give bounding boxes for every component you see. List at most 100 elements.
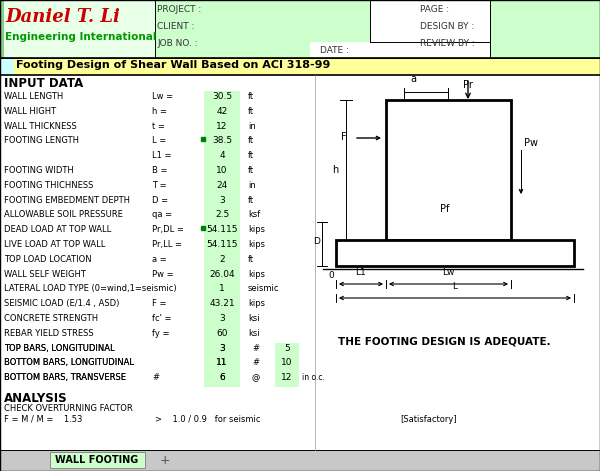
Text: +: +	[160, 454, 170, 466]
Text: [Satisfactory]: [Satisfactory]	[400, 415, 457, 424]
Text: 43.21: 43.21	[209, 299, 235, 308]
Text: kips: kips	[248, 269, 265, 279]
Text: Pr,DL =: Pr,DL =	[152, 225, 184, 234]
Text: 11: 11	[216, 358, 228, 367]
Text: #: #	[152, 373, 159, 382]
Bar	[0, 450, 600, 471]
Text: 3: 3	[219, 195, 225, 204]
Text: ft: ft	[248, 166, 254, 175]
Text: 60: 60	[216, 329, 228, 338]
Text: 4: 4	[219, 151, 225, 160]
Bar	[0, 0, 155, 58]
Text: seismic: seismic	[248, 284, 280, 293]
Bar	[204, 372, 240, 387]
Text: 42: 42	[217, 107, 227, 116]
Text: 11: 11	[216, 358, 228, 367]
Text: Pf: Pf	[440, 204, 449, 214]
Text: h: h	[332, 165, 338, 175]
Text: 54.115: 54.115	[206, 225, 238, 234]
Text: REBAR YIELD STRESS: REBAR YIELD STRESS	[4, 329, 94, 338]
Text: kips: kips	[248, 240, 265, 249]
Text: @: @	[252, 373, 260, 382]
Text: Footing Design of Shear Wall Based on ACI 318-99: Footing Design of Shear Wall Based on AC…	[16, 60, 331, 70]
Text: a =: a =	[152, 255, 167, 264]
Text: SEISMIC LOAD (E/1.4 , ASD): SEISMIC LOAD (E/1.4 , ASD)	[4, 299, 119, 308]
Bar	[204, 342, 240, 357]
Text: WALL FOOTING: WALL FOOTING	[55, 455, 139, 465]
Text: TOP BARS, LONGITUDINAL: TOP BARS, LONGITUDINAL	[4, 344, 115, 353]
Text: BOTTOM BARS, LONGITUDINAL: BOTTOM BARS, LONGITUDINAL	[4, 358, 134, 367]
Text: DESIGN BY :: DESIGN BY :	[420, 22, 474, 31]
Text: 6: 6	[219, 373, 225, 382]
Text: CHECK OVERTURNING FACTOR: CHECK OVERTURNING FACTOR	[4, 404, 133, 413]
Text: PAGE :: PAGE :	[420, 5, 449, 14]
Text: qa =: qa =	[152, 211, 172, 219]
Text: h =: h =	[152, 107, 167, 116]
Text: ANALYSIS: ANALYSIS	[4, 392, 68, 405]
Text: 3: 3	[219, 344, 225, 353]
Text: Lw =: Lw =	[152, 92, 173, 101]
Text: 3: 3	[219, 314, 225, 323]
Text: Daniel T. Li: Daniel T. Li	[5, 8, 120, 26]
Text: kips: kips	[248, 225, 265, 234]
Text: 1: 1	[219, 284, 225, 293]
Text: fc' =: fc' =	[152, 314, 172, 323]
Bar	[275, 372, 299, 387]
Text: BOTTOM BARS, TRANSVERSE: BOTTOM BARS, TRANSVERSE	[4, 373, 126, 382]
Text: TOP LOAD LOCATION: TOP LOAD LOCATION	[4, 255, 92, 264]
Bar	[204, 91, 240, 342]
Text: Pw =: Pw =	[152, 269, 173, 279]
Text: WALL SELF WEIGHT: WALL SELF WEIGHT	[4, 269, 86, 279]
Text: in o.c.: in o.c.	[302, 373, 325, 382]
Text: INPUT DATA: INPUT DATA	[4, 77, 83, 90]
Text: TOP BARS, LONGITUDINAL: TOP BARS, LONGITUDINAL	[4, 344, 115, 353]
Text: ksi: ksi	[248, 314, 260, 323]
Text: JOB NO. :: JOB NO. :	[157, 39, 197, 48]
Text: B =: B =	[152, 166, 167, 175]
Bar	[310, 42, 390, 58]
Text: BOTTOM BARS, LONGITUDINAL: BOTTOM BARS, LONGITUDINAL	[4, 358, 134, 367]
Text: FOOTING LENGTH: FOOTING LENGTH	[4, 137, 79, 146]
Text: >    1.0 / 0.9   for seismic: > 1.0 / 0.9 for seismic	[155, 415, 260, 424]
Text: DATE :: DATE :	[320, 46, 349, 55]
Text: Pw: Pw	[524, 138, 538, 148]
Text: WALL LENGTH: WALL LENGTH	[4, 92, 63, 101]
Text: 3: 3	[219, 344, 225, 353]
Bar	[0, 58, 600, 75]
Text: WALL HIGHT: WALL HIGHT	[4, 107, 56, 116]
Bar	[155, 0, 370, 58]
Text: 26.04: 26.04	[209, 269, 235, 279]
Text: L1: L1	[356, 268, 367, 277]
Text: D =: D =	[152, 195, 168, 204]
Text: 10: 10	[216, 166, 228, 175]
Text: LIVE LOAD AT TOP WALL: LIVE LOAD AT TOP WALL	[4, 240, 106, 249]
Text: 10: 10	[281, 358, 293, 367]
Text: F = M / M =    1.53: F = M / M = 1.53	[4, 415, 82, 424]
Text: FOOTING WIDTH: FOOTING WIDTH	[4, 166, 74, 175]
Text: Pr,LL =: Pr,LL =	[152, 240, 182, 249]
Text: L: L	[452, 282, 458, 291]
Text: 24: 24	[217, 181, 227, 190]
Text: 2.5: 2.5	[215, 211, 229, 219]
Bar	[336, 240, 574, 266]
Text: t =: t =	[152, 122, 165, 130]
Text: 5: 5	[284, 344, 290, 353]
Text: THE FOOTING DESIGN IS ADEQUATE.: THE FOOTING DESIGN IS ADEQUATE.	[338, 336, 551, 346]
Text: in: in	[248, 122, 256, 130]
Text: REVIEW BY :: REVIEW BY :	[420, 39, 475, 48]
Text: a: a	[410, 74, 416, 84]
Text: DEAD LOAD AT TOP WALL: DEAD LOAD AT TOP WALL	[4, 225, 111, 234]
Text: F =: F =	[152, 299, 167, 308]
Text: 30.5: 30.5	[212, 92, 232, 101]
Bar	[275, 342, 299, 357]
Text: CLIENT :: CLIENT :	[157, 22, 194, 31]
Text: ft: ft	[248, 92, 254, 101]
Text: 12: 12	[281, 373, 293, 382]
Text: 6: 6	[219, 373, 225, 382]
Bar	[0, 58, 14, 75]
Bar	[490, 0, 600, 58]
Text: ft: ft	[248, 151, 254, 160]
Text: L1 =: L1 =	[152, 151, 172, 160]
Bar	[0, 0, 4, 58]
Text: WALL THICKNESS: WALL THICKNESS	[4, 122, 77, 130]
